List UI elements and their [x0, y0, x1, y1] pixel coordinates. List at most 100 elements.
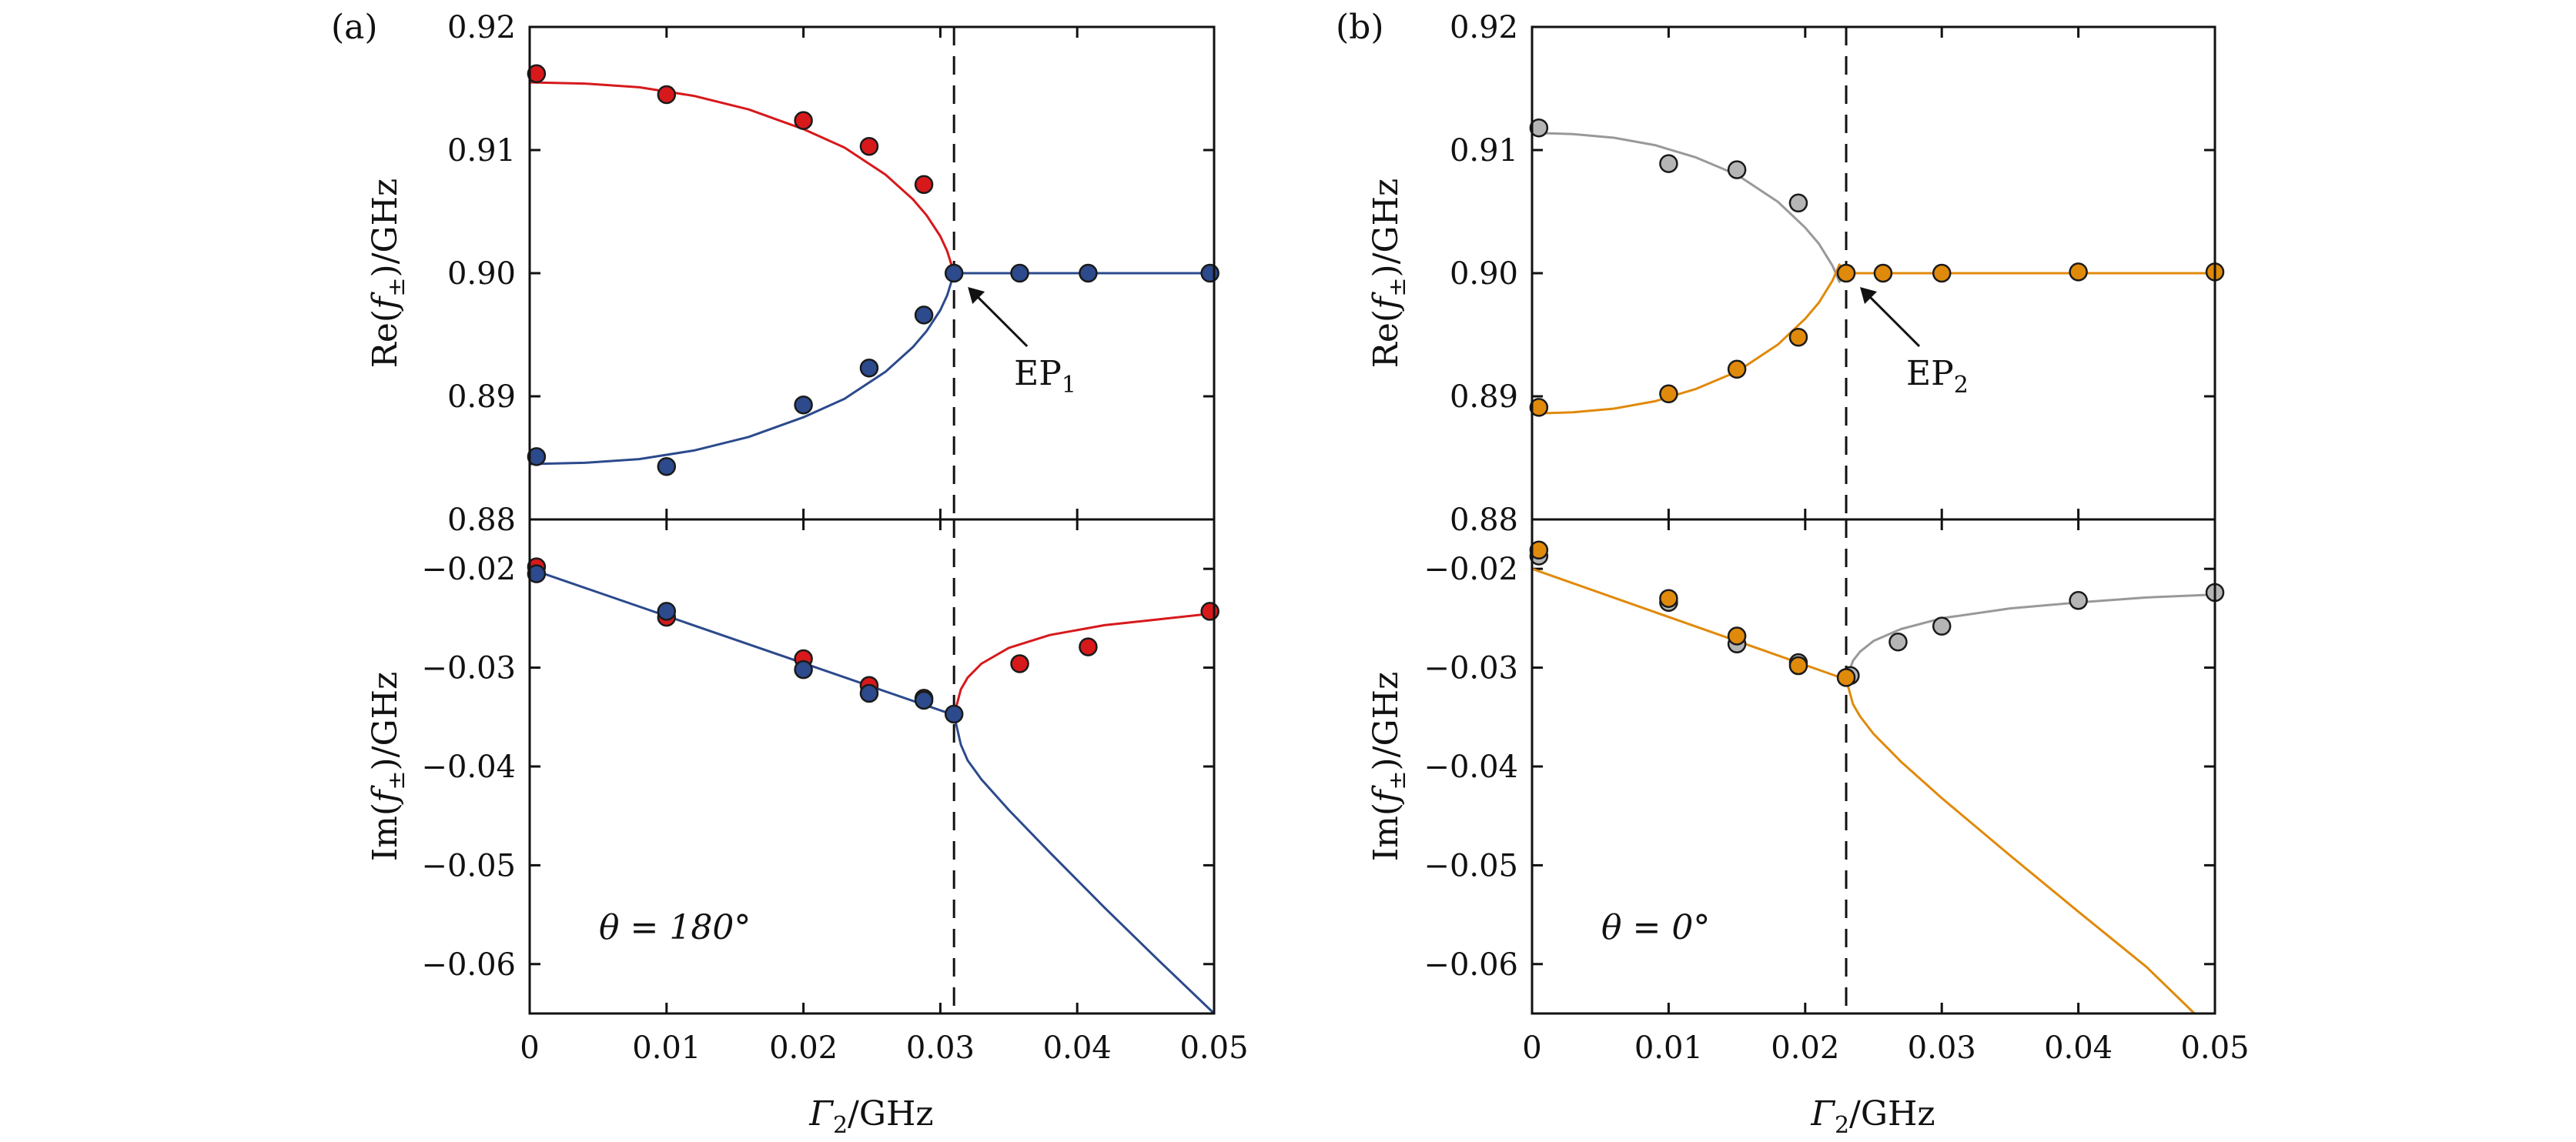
data-point-blue	[794, 659, 813, 680]
data-point-gray	[1788, 193, 1808, 213]
data-point-blue	[794, 395, 813, 415]
data-point-red	[914, 175, 934, 195]
curve-gray	[1532, 132, 1848, 283]
data-point-blue	[944, 704, 964, 724]
ep-label: EP2	[1906, 354, 1969, 399]
data-point-red	[859, 136, 879, 156]
data-point-orange	[1727, 359, 1747, 379]
data-point-blue	[914, 690, 934, 710]
subplot-top: 0.88 0.89 0.90 0.91 0.92 Re(f±)/GHz	[1367, 10, 2225, 538]
curve-blue	[530, 567, 955, 716]
x-tick-label: 0.02	[769, 1030, 838, 1066]
x-tick-label: 0.01	[1634, 1030, 1703, 1066]
subplot-top: 0.88 0.89 0.90 0.91 0.92 Re(f±)/GHz	[366, 10, 1219, 538]
data-point-blue	[657, 456, 677, 476]
x-tick-label: 0	[520, 1030, 539, 1066]
y-tick-label: 0.92	[1450, 10, 1518, 45]
curve-red	[952, 612, 1214, 716]
data-point-gray	[1727, 160, 1747, 179]
x-tick-label: 0.03	[906, 1030, 975, 1066]
data-point-orange	[1836, 668, 1856, 687]
data-point-orange	[1659, 589, 1678, 608]
ep-arrow-head	[968, 287, 985, 304]
x-tick-label: 0.05	[2180, 1030, 2249, 1066]
y-tick-label: −0.04	[1423, 750, 1518, 785]
data-point-blue	[1010, 263, 1029, 283]
y-tick-label: 0.90	[1450, 256, 1518, 292]
y-tick-label: −0.02	[421, 552, 516, 587]
y-axis-title: Im(f±)/GHz	[366, 672, 410, 861]
parameter-label: θ = 0°	[1601, 908, 1710, 947]
data-point-blue	[859, 358, 879, 378]
panel-label: (b)	[1336, 8, 1384, 47]
y-axis-title: Im(f±)/GHz	[1367, 672, 1411, 861]
data-point-orange	[1529, 398, 1549, 417]
curve-gray	[1845, 593, 2215, 680]
data-point-gray	[1932, 616, 1952, 636]
parameter-label: θ = 180°	[599, 908, 751, 947]
y-tick-label: 0.91	[447, 133, 516, 169]
data-point-red	[1200, 602, 1219, 621]
data-point-orange	[1659, 384, 1678, 404]
data-point-blue	[527, 447, 547, 466]
data-point-gray	[1659, 154, 1678, 173]
curve-red	[530, 81, 955, 274]
y-tick-label: −0.05	[421, 848, 516, 883]
y-tick-label: −0.05	[1423, 848, 1518, 883]
y-tick-label: −0.03	[421, 651, 516, 686]
data-point-blue	[1079, 263, 1098, 283]
y-tick-label: −0.03	[1423, 651, 1518, 686]
data-point-blue	[944, 263, 964, 283]
y-tick-label: 0.92	[447, 10, 516, 45]
data-point-orange	[1873, 263, 1893, 283]
data-point-orange	[1788, 656, 1808, 676]
data-point-orange	[1836, 263, 1856, 283]
panel-label: (a)	[331, 8, 378, 47]
x-tick-label: 0.04	[2044, 1030, 2113, 1066]
data-point-blue	[914, 306, 934, 325]
data-point-gray	[1529, 118, 1549, 138]
data-point-orange	[1788, 327, 1808, 347]
subplot-bottom: −0.02 −0.03 −0.04 −0.05 −0.06 0 0.01 0.02 0.03 0.…	[366, 519, 1249, 1066]
panel-a: 0.88 0.89 0.90 0.91 0.92 Re(f±)/GHz −0.02 −0.03…	[331, 8, 1249, 1139]
y-axis-title: Re(f±)/GHz	[1367, 179, 1411, 368]
y-tick-label: 0.90	[447, 256, 516, 292]
y-axis-title: Re(f±)/GHz	[366, 179, 410, 368]
data-point-red	[794, 111, 813, 130]
data-point-red	[1079, 637, 1098, 656]
data-point-blue	[657, 602, 677, 621]
data-point-red	[527, 64, 547, 84]
curve-blue	[952, 714, 1214, 1013]
y-tick-label: −0.06	[1423, 947, 1518, 983]
ep-arrow-head	[1860, 287, 1878, 304]
x-tick-label: 0.05	[1179, 1030, 1248, 1066]
y-tick-label: −0.06	[421, 947, 516, 983]
x-tick-label: 0.04	[1043, 1030, 1112, 1066]
x-tick-label: 0.03	[1908, 1030, 1976, 1066]
data-point-blue	[859, 683, 879, 703]
data-point-blue	[527, 564, 547, 583]
subplot-bottom: −0.02 −0.03 −0.04 −0.05 −0.06 0 0.01 0.02 0.03 0.…	[1367, 519, 2250, 1066]
y-tick-label: −0.04	[421, 750, 516, 785]
y-tick-label: 0.89	[1450, 379, 1518, 415]
curve-orange	[1845, 679, 2196, 1013]
data-point-gray	[1889, 632, 1908, 652]
data-point-blue	[1200, 263, 1219, 283]
y-tick-label: 0.91	[1450, 133, 1518, 169]
ep-arrow-line	[972, 290, 1029, 348]
y-tick-label: 0.88	[1450, 503, 1518, 538]
x-tick-label: 0.02	[1771, 1030, 1839, 1066]
data-point-orange	[1727, 626, 1747, 646]
data-point-red	[1010, 654, 1029, 673]
data-point-orange	[1529, 540, 1549, 560]
y-tick-label: 0.89	[447, 379, 516, 415]
x-tick-label: 0	[1522, 1030, 1541, 1066]
data-point-red	[657, 85, 677, 105]
curve-orange	[1532, 263, 1848, 415]
curve-blue	[530, 272, 955, 466]
ep-label: EP1	[1014, 354, 1076, 399]
x-axis-title: Γ2/GHz	[808, 1094, 933, 1139]
data-point-gray	[2069, 591, 2088, 610]
data-point-orange	[1932, 263, 1952, 283]
